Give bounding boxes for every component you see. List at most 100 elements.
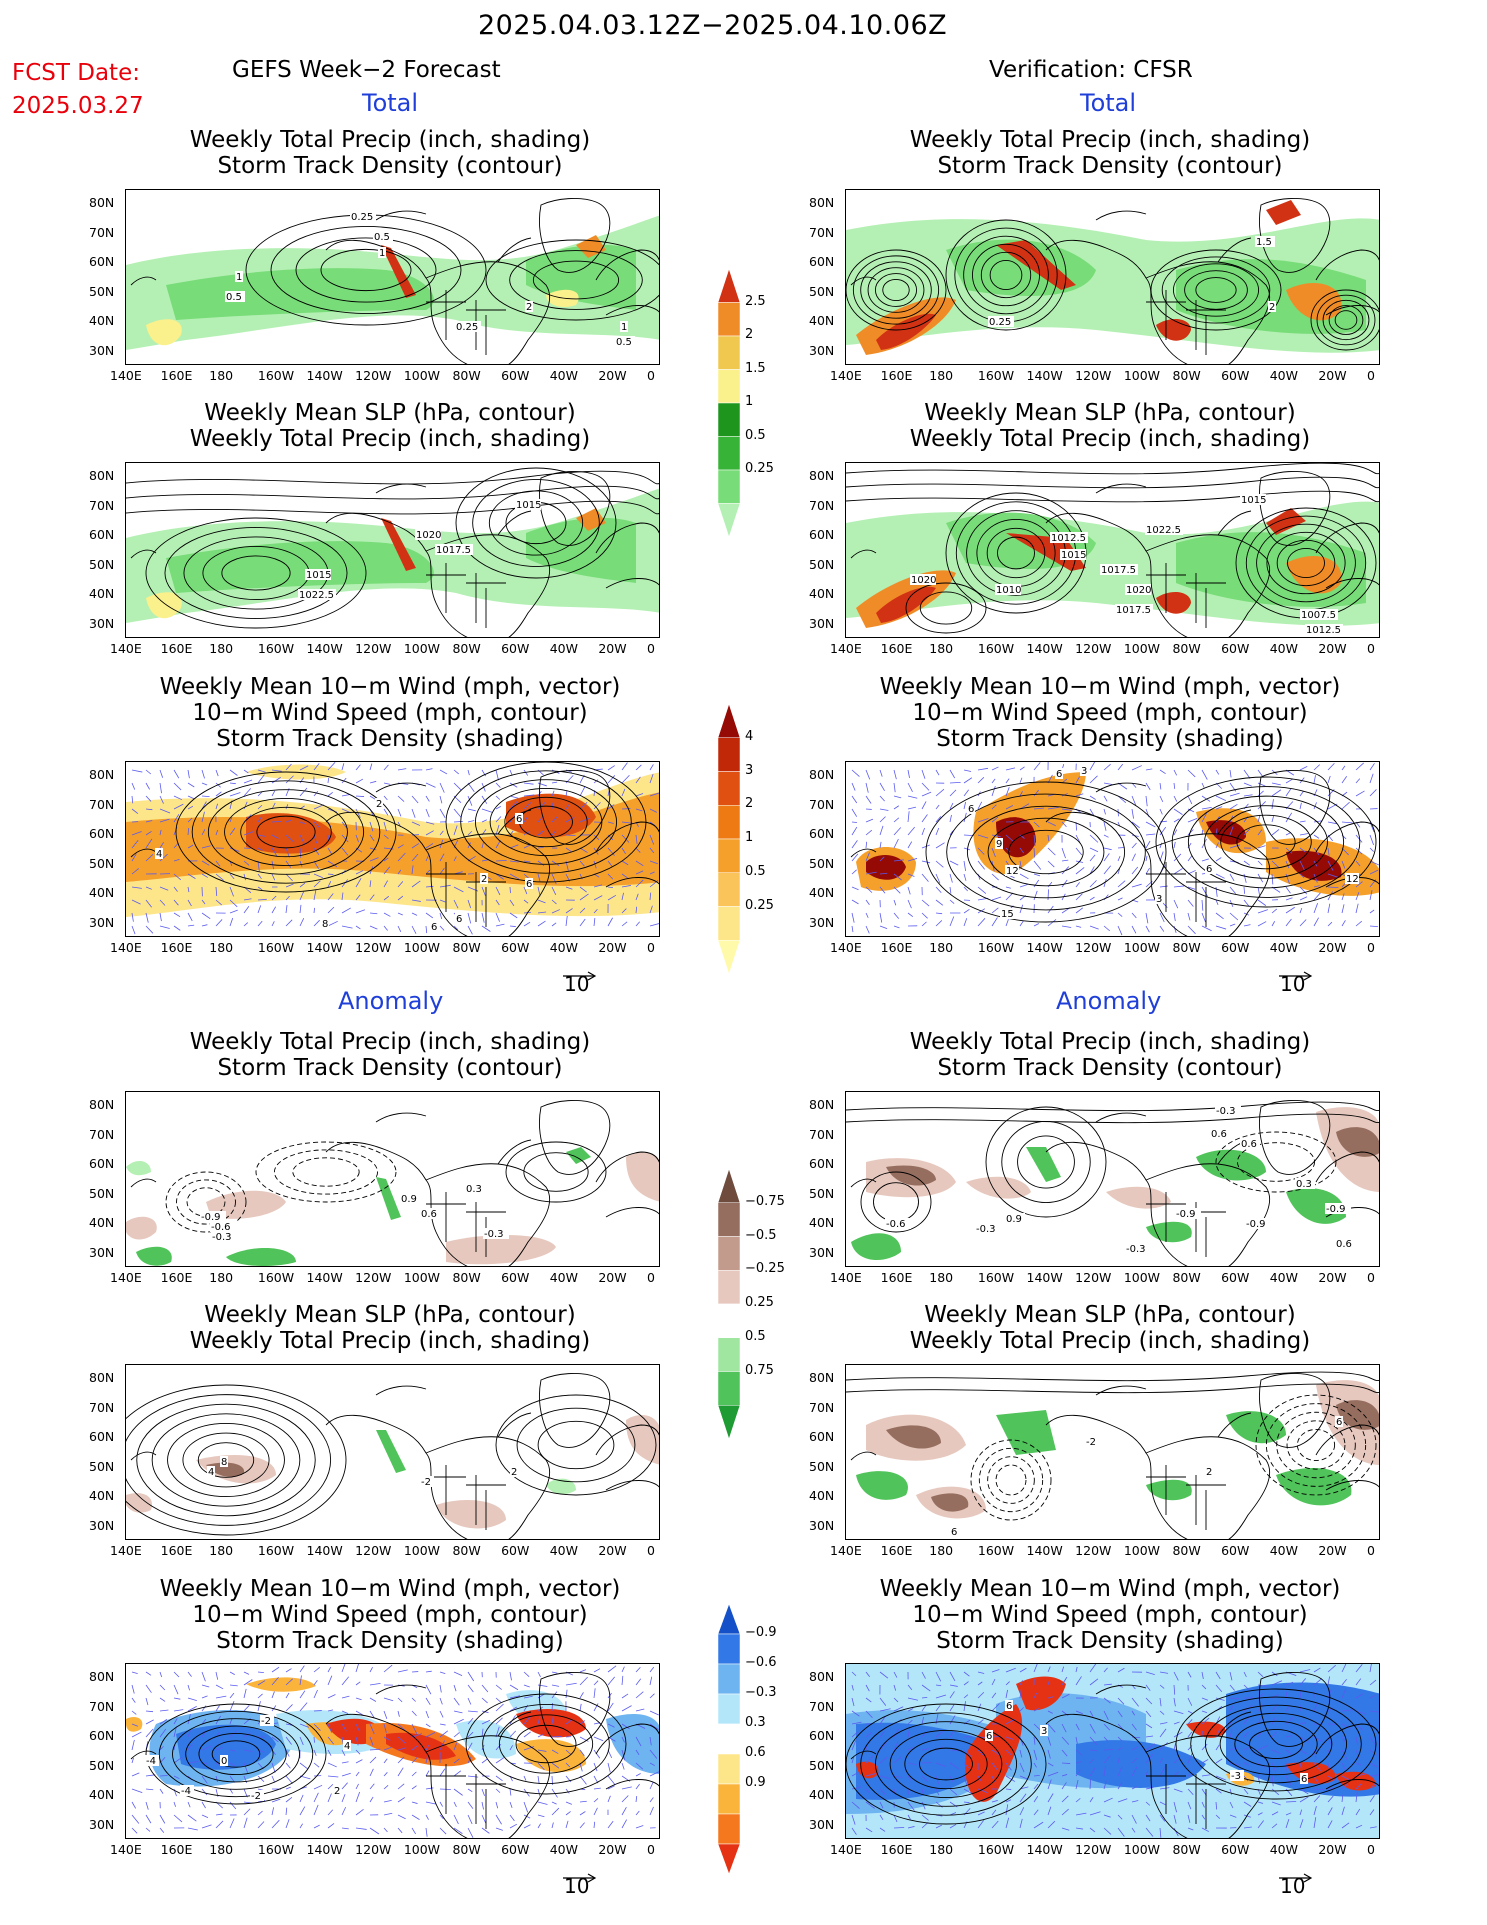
title-rt3: Weekly Mean 10−m Wind (mph, vector) 10−m… (845, 674, 1375, 752)
shading-region (866, 855, 906, 880)
title-line: 10−m Wind Speed (mph, contour) (912, 700, 1308, 726)
contour-label: -0.3 (975, 1223, 1001, 1235)
lon-tick-label: 160W (977, 1842, 1015, 1857)
arrow-icon-svg (563, 971, 597, 981)
lon-tick-label: 160E (880, 1543, 913, 1558)
lon-tick-label: 140E (830, 1270, 862, 1285)
title-rt4: Weekly Total Precip (inch, shading) Stor… (845, 1029, 1375, 1081)
lon-tick-label: 60W (501, 940, 530, 955)
lat-tick-label: 30N (809, 1816, 835, 1832)
colorbar-track-anom (717, 1603, 741, 1879)
lat-tick-label: 80N (809, 1370, 835, 1385)
shading-region (996, 1410, 1056, 1455)
lat-tick-label: 50N (809, 1757, 835, 1773)
contour-label: 1.5 (1255, 236, 1275, 248)
svg-text:3: 3 (1081, 766, 1087, 777)
lat-tick-label: 70N (809, 796, 835, 812)
arrow-icon-svg (563, 1873, 597, 1883)
contour-label: -2 (420, 1476, 434, 1488)
title-line: Weekly Mean 10−m Wind (mph, vector) (879, 674, 1341, 700)
lat-tick-label: 60N (809, 826, 835, 841)
svg-text:6: 6 (431, 922, 437, 933)
colorbar-swatch (717, 1337, 741, 1372)
lon-tick-label: 180 (209, 641, 234, 656)
colorbar-swatch (717, 1693, 741, 1725)
contour-lines (165, 1141, 607, 1233)
colorbar-precip-total-svg (717, 268, 741, 538)
lat-tick-label: 50N (89, 1185, 115, 1201)
lat-tick-label: 70N (89, 1698, 115, 1714)
contour-label: -0.3 (483, 1228, 509, 1240)
contour-label: 4 (207, 1466, 215, 1478)
lon-tick-label: 40W (549, 368, 578, 383)
lat-tick-label: 60N (89, 826, 115, 841)
map-svg-lt3: 4 2 6 2 6 8 6 6 (126, 762, 659, 936)
colorbar-label: 1 (745, 830, 754, 845)
lat-tick-label: 70N (89, 1399, 115, 1415)
contour-label: -0.9 (1175, 1208, 1201, 1220)
lat-tick-label: 60N (809, 254, 835, 269)
lon-tick-label: 160E (880, 641, 913, 656)
lon-tick-label: 100W (1123, 1543, 1161, 1558)
lon-tick-label: 60W (1221, 940, 1250, 955)
svg-text:1015: 1015 (1241, 495, 1266, 506)
shading-region (226, 1247, 296, 1266)
shading-region (1016, 1676, 1066, 1711)
lon-tick-label: 160E (160, 368, 193, 383)
colorbar-label: −0.75 (745, 1193, 785, 1209)
shading-region (1226, 1682, 1379, 1797)
shading-region (381, 245, 416, 298)
lon-tick-label: 180 (929, 1543, 954, 1558)
map-svg-lt4: -0.9-0.6-0.30.90.6-0.30.3 (126, 1100, 659, 1266)
lon-tick-label: 120W (355, 368, 392, 383)
lon-tick-label: 120W (1075, 368, 1112, 383)
shading-region (856, 1722, 996, 1800)
colorbar-label: 2.5 (745, 293, 766, 309)
contour-label: 2 (1205, 1466, 1213, 1478)
svg-text:-4: -4 (181, 1786, 191, 1797)
lat-tick-label: 40N (809, 313, 835, 328)
lon-tick-label: 140E (830, 368, 862, 383)
title-line: Storm Track Density (contour) (937, 1055, 1283, 1081)
colorbar-label: 1.5 (745, 360, 766, 376)
shading-region (576, 508, 606, 531)
lat-tick-label: 80N (809, 468, 835, 483)
svg-text:2: 2 (334, 1786, 340, 1797)
lat-tick-label: 60N (89, 1156, 115, 1171)
shading-region (136, 1246, 172, 1266)
svg-text:1022.5: 1022.5 (299, 590, 334, 601)
colorbar-swatch (717, 1603, 741, 1635)
lon-tick-label: 60W (1221, 368, 1250, 383)
colorbar-swatch (717, 1405, 741, 1440)
lat-tick-label: 40N (89, 586, 115, 601)
contour-label: 6 (455, 913, 463, 925)
shading-region (626, 1151, 659, 1202)
contour-label: 1022.5 (298, 589, 336, 601)
svg-text:-0.9: -0.9 (201, 1212, 221, 1223)
contour-label: -3 (1230, 1770, 1244, 1782)
lon-tick-label: 40W (1269, 1842, 1298, 1857)
coastlines (130, 1373, 659, 1539)
lon-tick-label: 160W (977, 1543, 1015, 1558)
lon-tick-label: 60W (501, 1543, 530, 1558)
lon-tick-label: 180 (209, 1543, 234, 1558)
lat-tick-label: 30N (809, 1244, 835, 1260)
lat-tick-label: 50N (89, 283, 115, 299)
contour-label: -4 (145, 1755, 159, 1767)
colorbar-swatch (717, 838, 741, 873)
shading-region (566, 1147, 591, 1164)
contour-label: 1 (378, 247, 386, 259)
lon-tick-label: 100W (403, 641, 441, 656)
lon-tick-label: 140E (110, 940, 142, 955)
contour-label: 6 (950, 1526, 958, 1538)
lat-tick-label: 50N (809, 283, 835, 299)
svg-text:15: 15 (1001, 909, 1014, 920)
contour-label: 0.5 (615, 336, 635, 348)
contour-label: 2 (333, 1785, 341, 1797)
lon-tick-label: 20W (1318, 940, 1347, 955)
lon-tick-label: 60W (1221, 1543, 1250, 1558)
colorbar-label: 0.25 (745, 461, 774, 476)
fcst-date-label: FCST Date: (12, 60, 140, 86)
shading-region (973, 772, 1086, 874)
coastlines (850, 198, 1379, 364)
